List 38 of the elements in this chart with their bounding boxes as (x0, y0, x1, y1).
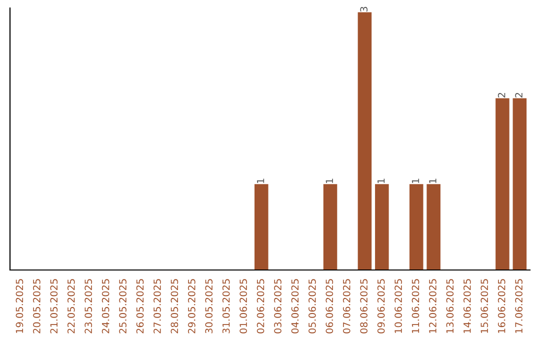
data-label: 1 (429, 178, 436, 184)
data-label: 1 (326, 178, 333, 184)
x-tick-label: 05.06.2025 (308, 279, 316, 334)
x-tick-label: 27.05.2025 (154, 279, 161, 334)
x-tick-label: 31.05.2025 (222, 279, 230, 334)
x-tick-label: 09.06.2025 (377, 279, 385, 334)
x-tick-label: 22.05.2025 (67, 279, 75, 334)
x-tick-label: 16.06.2025 (498, 279, 506, 333)
x-tick-label: 06.06.2025 (326, 279, 334, 334)
data-label: 1 (378, 178, 385, 184)
x-tick-label: 02.06.2025 (256, 279, 264, 334)
x-tick-label: 24.05.2025 (102, 279, 110, 334)
x-tick-label: 01.06.2025 (240, 279, 247, 334)
x-tick-label: 04.06.2025 (291, 279, 299, 334)
x-tick-label: 07.06.2025 (342, 279, 350, 334)
data-label: 2 (498, 92, 506, 98)
x-tick-label: 25.05.2025 (119, 279, 126, 334)
x-tick-label: 26.05.2025 (136, 279, 144, 334)
x-tick-label: 29.05.2025 (188, 279, 196, 334)
data-label: 1 (412, 178, 420, 184)
x-tick-label: 21.05.2025 (50, 279, 58, 334)
x-tick-label: 12.06.2025 (429, 279, 436, 333)
x-tick-label: 30.05.2025 (205, 279, 213, 334)
x-tick-label: 15.06.2025 (480, 279, 488, 333)
x-tick-label: 08.06.2025 (360, 279, 368, 334)
x-tick-label: 23.05.2025 (84, 279, 92, 334)
data-label: 3 (360, 6, 368, 12)
data-label: 1 (256, 178, 264, 184)
x-tick-label: 13.06.2025 (446, 279, 454, 333)
x-tick-label: 10.06.2025 (394, 279, 402, 333)
data-label: 2 (515, 92, 522, 98)
x-tick-label: 11.06.2025 (412, 279, 420, 333)
x-tick-label: 14.06.2025 (463, 279, 471, 333)
x-tick-label: 17.06.2025 (515, 279, 522, 333)
x-tick-label: 19.05.2025 (16, 279, 24, 333)
x-tick-label: 28.05.2025 (170, 279, 178, 334)
x-tick-label: 03.06.2025 (274, 279, 282, 334)
x-tick-label: 20.05.2025 (33, 279, 40, 334)
